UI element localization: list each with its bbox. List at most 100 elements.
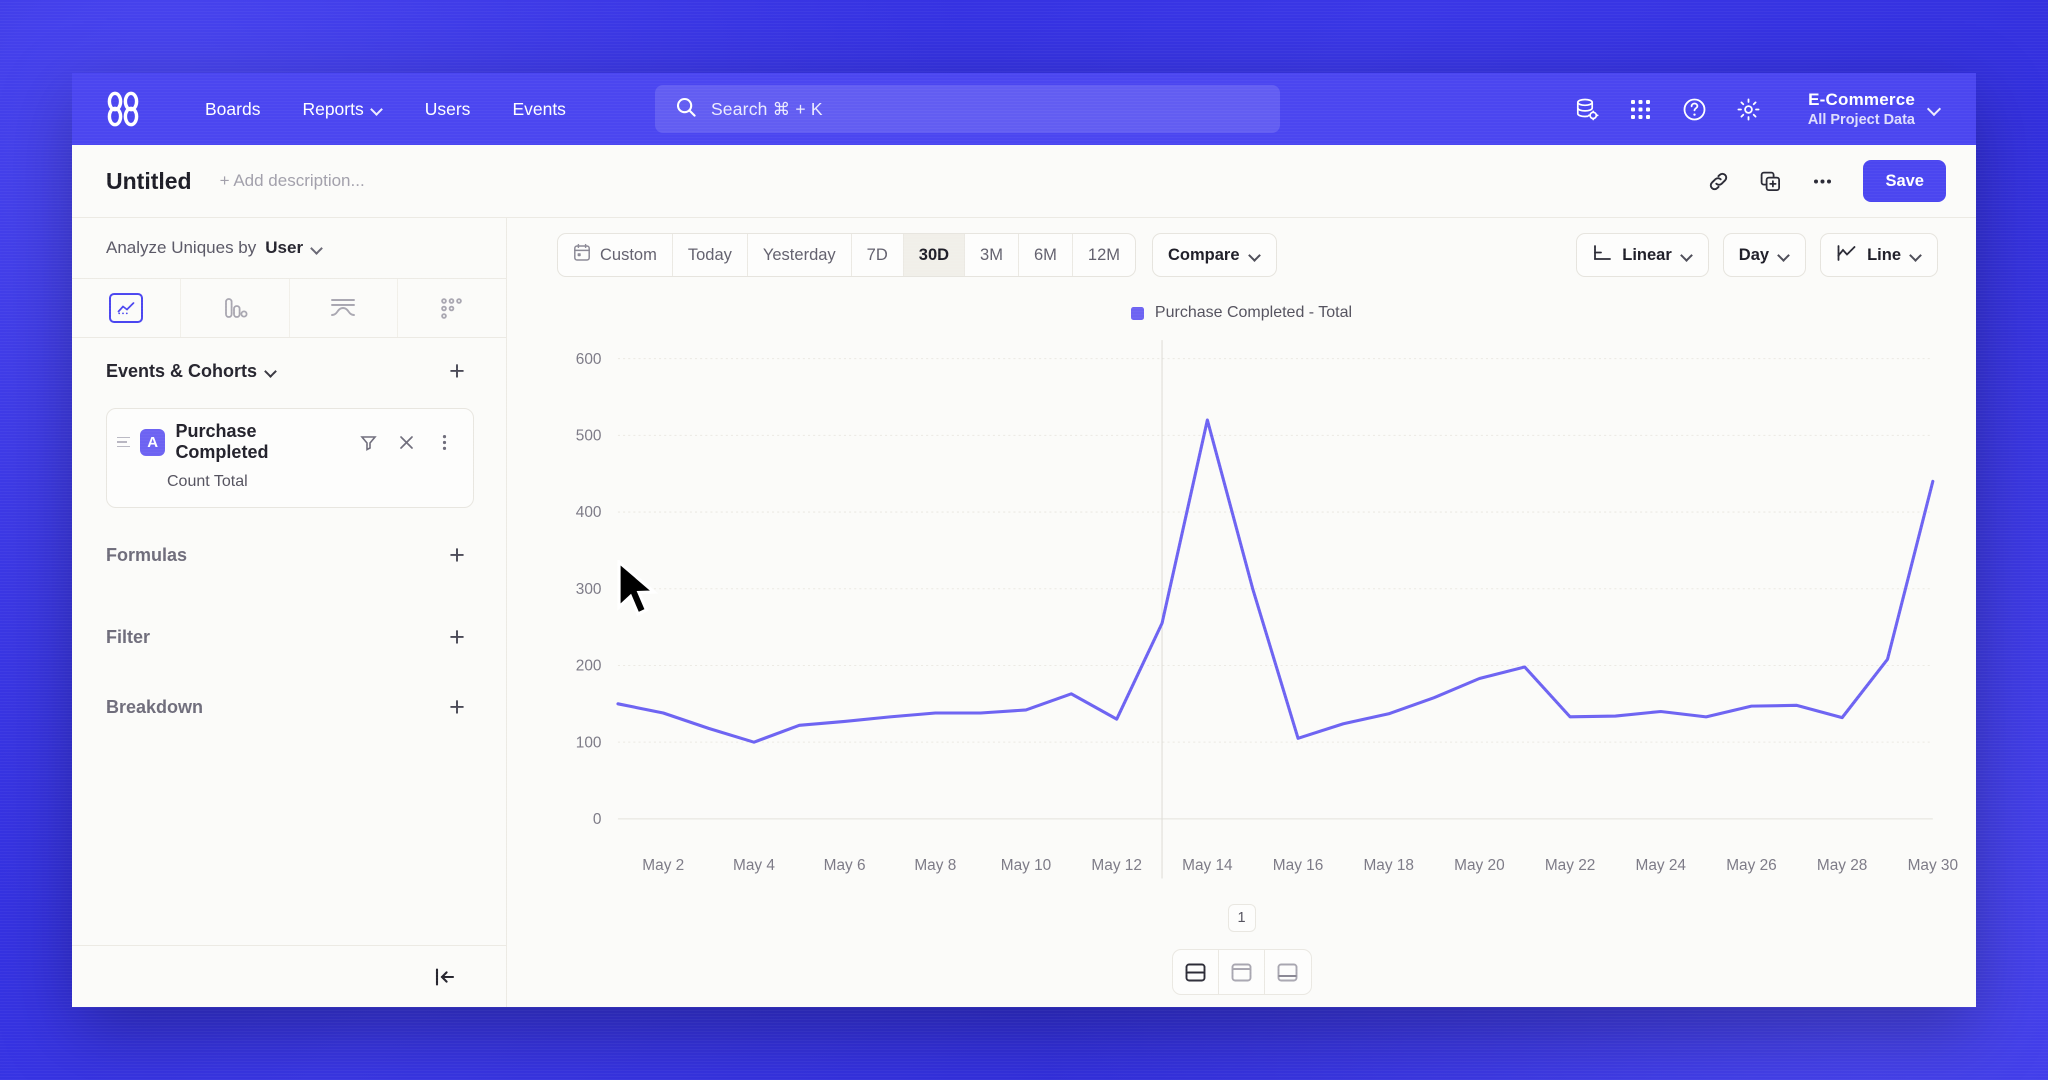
add-description-button[interactable]: + Add description... (219, 171, 365, 190)
nav-item-label: Boards (205, 98, 261, 119)
chart-options: Linear Day Line (1576, 233, 1938, 277)
layout-top-panel-button[interactable] (1219, 950, 1265, 994)
dropdown-label: Line (1867, 245, 1901, 264)
global-search-input[interactable]: Search ⌘ + K (654, 85, 1280, 133)
charttype-dropdown[interactable]: Line (1820, 233, 1938, 277)
nav-item-events[interactable]: Events (491, 91, 587, 128)
filter-icon[interactable] (354, 427, 382, 457)
title-actions: Save (1695, 158, 1946, 204)
events-cohorts-header[interactable]: Events & Cohorts (106, 361, 277, 382)
apps-grid-icon[interactable] (1614, 82, 1668, 136)
layout-switcher (507, 937, 1976, 1007)
segment-label: 3M (980, 245, 1003, 264)
dropdown-label: Linear (1622, 245, 1672, 264)
link-icon[interactable] (1695, 158, 1741, 204)
project-name: E-Commerce (1808, 90, 1915, 110)
nav-item-reports[interactable]: Reports (281, 91, 403, 128)
date-3m-button[interactable]: 3M (965, 234, 1019, 276)
x-axis-tick-label: May 4 (733, 857, 775, 874)
search-icon (675, 96, 697, 123)
close-icon[interactable] (392, 427, 420, 457)
collapse-sidebar-icon[interactable] (426, 958, 464, 996)
gear-icon[interactable] (1722, 82, 1776, 136)
project-selector[interactable]: E-Commerce All Project Data (1798, 85, 1948, 132)
chevron-down-icon (1911, 250, 1922, 261)
chevron-down-icon (312, 243, 323, 254)
search-placeholder: Search ⌘ + K (710, 98, 823, 119)
chevron-down-icon (1779, 250, 1790, 261)
insights-line-chart-icon (108, 293, 143, 323)
y-axis-tick-label: 300 (576, 581, 602, 598)
app-window: Boards Reports Users Events Search ⌘ + K (72, 73, 1976, 1007)
duplicate-icon[interactable] (1747, 158, 1793, 204)
page-title[interactable]: Untitled (106, 167, 192, 194)
interval-dropdown[interactable]: Day (1722, 233, 1807, 277)
analyze-uniques-selector[interactable]: Analyze Uniques by User (72, 218, 506, 278)
workspace: Analyze Uniques by User (72, 218, 1976, 1007)
x-axis-tick-label: May 14 (1182, 857, 1233, 874)
date-7d-button[interactable]: 7D (852, 234, 904, 276)
nav-item-boards[interactable]: Boards (184, 91, 281, 128)
drag-handle-icon[interactable] (117, 436, 130, 448)
line-chart-svg[interactable]: 0 100 200 300 400 500 600 May 2 May 4 May 6 May 8 M… (507, 334, 1976, 909)
tab-retention[interactable] (398, 279, 506, 337)
series-line[interactable] (616, 418, 1935, 744)
event-letter-badge: A (140, 428, 166, 456)
help-circle-icon[interactable] (1668, 82, 1722, 136)
legend-label[interactable]: Purchase Completed - Total (1154, 304, 1353, 321)
segment-label: Custom (600, 245, 657, 264)
date-6m-button[interactable]: 6M (1019, 234, 1073, 276)
add-formula-button[interactable]: + (449, 539, 465, 570)
layout-bottom-panel-button[interactable] (1265, 950, 1311, 994)
nav-item-users[interactable]: Users (404, 91, 492, 128)
date-30d-button[interactable]: 30D (903, 234, 966, 276)
top-navigation-bar: Boards Reports Users Events Search ⌘ + K (72, 73, 1976, 145)
pagination-page-1[interactable]: 1 (1227, 904, 1256, 932)
section-label: Breakdown (106, 696, 204, 717)
x-axis-tick-label: May 18 (1363, 857, 1413, 874)
x-axis-tick-label: May 24 (1636, 857, 1687, 874)
nav-item-label: Reports (302, 98, 364, 119)
events-cohorts-section: Events & Cohorts + (72, 338, 506, 404)
section-label: Events & Cohorts (106, 360, 258, 381)
database-settings-icon[interactable] (1560, 82, 1614, 136)
event-card[interactable]: A Purchase Completed (106, 408, 474, 508)
add-filter-button[interactable]: + (449, 621, 465, 652)
y-axis-tick-label: 600 (576, 351, 602, 368)
formulas-section: Formulas + (72, 508, 506, 602)
save-button[interactable]: Save (1863, 160, 1946, 202)
mixpanel-logo-icon[interactable] (102, 88, 144, 130)
y-axis-tick-label: 200 (576, 658, 602, 675)
event-name[interactable]: Purchase Completed (175, 421, 269, 462)
compare-dropdown[interactable]: Compare (1152, 233, 1277, 277)
dropdown-label: Day (1738, 245, 1770, 264)
date-custom-button[interactable]: Custom (558, 234, 673, 276)
chart-plot-area[interactable]: 0 100 200 300 400 500 600 May 2 May 4 May 6 May 8 M… (507, 334, 1976, 899)
chart-toolbar: Custom Today Yesterday 7D 30D 3M 6M 12M … (507, 218, 1976, 292)
tab-funnels[interactable] (181, 279, 290, 337)
segment-label: 6M (1033, 245, 1057, 264)
report-title-bar: Untitled + Add description... (72, 145, 1976, 218)
date-yesterday-button[interactable]: Yesterday (748, 234, 852, 276)
retention-icon (435, 293, 469, 323)
chevron-down-icon (372, 104, 383, 115)
date-12m-button[interactable]: 12M (1073, 234, 1135, 276)
filter-header: Filter (106, 627, 150, 648)
layout-split-horizontal-button[interactable] (1173, 950, 1219, 994)
more-vertical-icon[interactable] (431, 427, 459, 457)
tab-insights[interactable] (72, 279, 181, 337)
chart-pagination: 1 (507, 899, 1976, 937)
event-measure[interactable]: Count Total (167, 473, 248, 490)
scale-dropdown[interactable]: Linear (1576, 233, 1709, 277)
tab-flows[interactable] (290, 279, 399, 337)
report-type-tabs (72, 278, 506, 338)
date-today-button[interactable]: Today (673, 234, 748, 276)
add-event-button[interactable]: + (449, 355, 465, 386)
sidebar-footer (72, 945, 506, 1007)
chevron-down-icon (1250, 250, 1261, 261)
add-breakdown-button[interactable]: + (449, 691, 465, 722)
nav-right-cluster: E-Commerce All Project Data (1560, 82, 1948, 136)
more-horizontal-icon[interactable] (1799, 158, 1845, 204)
project-scope: All Project Data (1807, 111, 1915, 128)
analyze-value: User (265, 238, 304, 257)
